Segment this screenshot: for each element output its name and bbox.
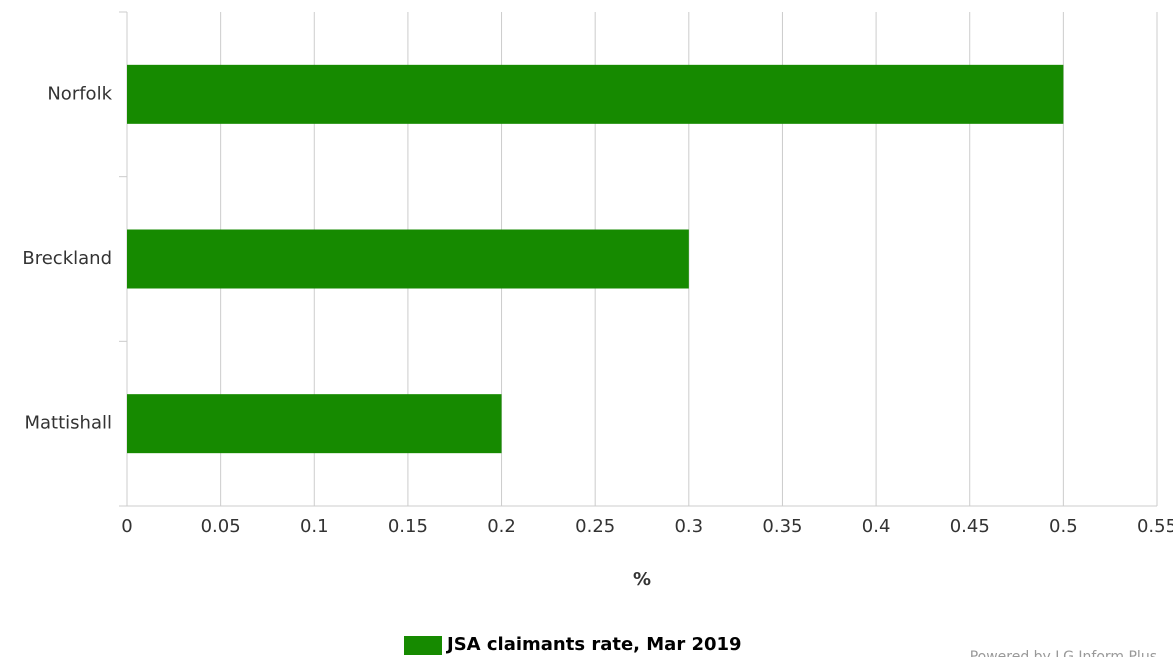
- bar: [127, 64, 1064, 124]
- x-axis-label: %: [633, 569, 651, 590]
- x-tick-label: 0.5: [1049, 516, 1078, 537]
- bar: [127, 229, 689, 289]
- x-tick-label: 0.4: [862, 516, 891, 537]
- y-tick-label: Mattishall: [25, 413, 113, 434]
- x-tick-label: 0.2: [487, 516, 516, 537]
- x-tick-label: 0.25: [575, 516, 615, 537]
- y-tick-label: Norfolk: [47, 83, 112, 104]
- credit: Powered by LG Inform Plus: [970, 649, 1157, 657]
- y-tick-label: Breckland: [22, 248, 112, 269]
- bar: [127, 394, 502, 454]
- x-tick-label: 0.05: [201, 516, 241, 537]
- x-tick-label: 0.15: [388, 516, 428, 537]
- x-tick-label: 0.55: [1137, 516, 1173, 537]
- x-tick-label: 0.1: [300, 516, 329, 537]
- x-tick-label: 0.45: [950, 516, 990, 537]
- x-tick-label: 0: [121, 516, 132, 537]
- legend-swatch: [404, 636, 442, 655]
- legend-label: JSA claimants rate, Mar 2019: [445, 634, 742, 655]
- x-tick-label: 0.35: [762, 516, 802, 537]
- x-tick-label: 0.3: [674, 516, 703, 537]
